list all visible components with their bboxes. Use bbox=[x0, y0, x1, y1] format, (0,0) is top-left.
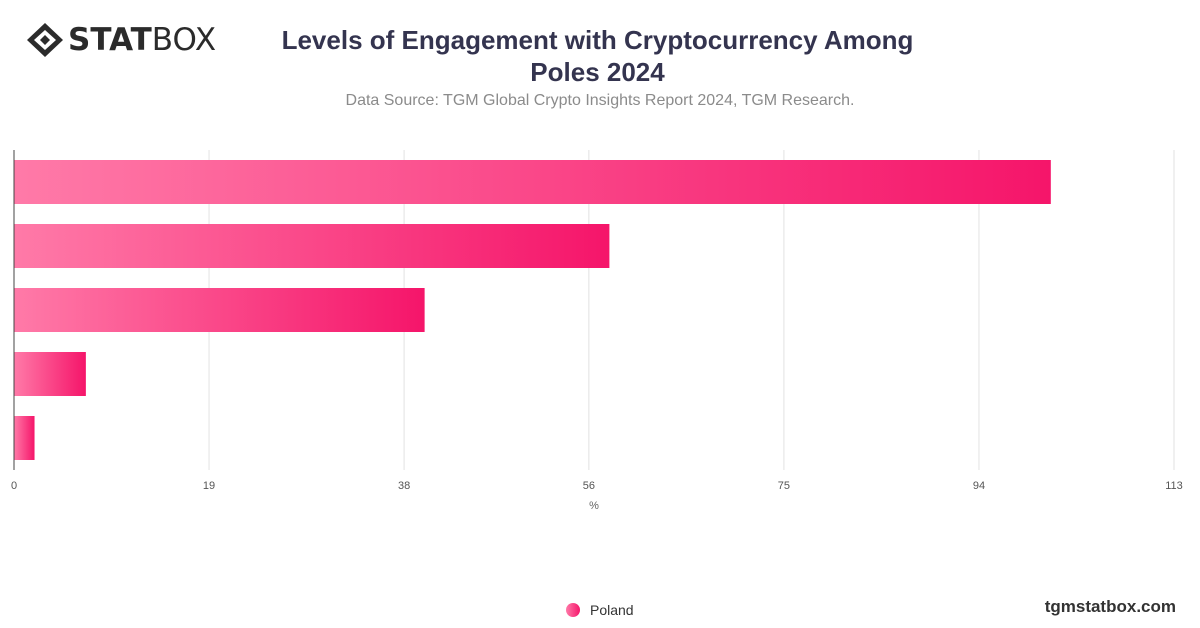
legend[interactable]: Poland bbox=[566, 602, 634, 618]
statbox-logo[interactable]: STATBOX bbox=[26, 22, 216, 58]
chart-title-line-1: Levels of Engagement with Cryptocurrency… bbox=[281, 25, 914, 55]
x-tick-label: 56 bbox=[583, 480, 595, 492]
x-tick-label: 38 bbox=[398, 480, 410, 492]
bar-poland-2[interactable] bbox=[14, 224, 610, 268]
x-tick-label: 75 bbox=[778, 480, 790, 492]
logo-light-text: BOX bbox=[151, 22, 217, 58]
bar-poland-3[interactable] bbox=[14, 288, 425, 332]
diamond-logo-icon bbox=[27, 23, 63, 57]
bar-chart: 0 19 38 56 75 94 113 % bbox=[11, 150, 1183, 512]
x-tick-label: 19 bbox=[203, 480, 215, 492]
chart-subtitle: Data Source: TGM Global Crypto Insights … bbox=[345, 92, 855, 109]
x-tick-label: 0 bbox=[11, 480, 17, 492]
chart-title-line-2: Poles 2024 bbox=[530, 57, 665, 87]
bars bbox=[14, 160, 1051, 460]
legend-label-poland: Poland bbox=[590, 602, 634, 618]
bar-poland-5[interactable] bbox=[14, 416, 35, 460]
logo-wordmark: STATBOX bbox=[68, 22, 216, 58]
logo-bold-text: STAT bbox=[68, 22, 152, 58]
bar-poland-4[interactable] bbox=[14, 352, 86, 396]
legend-swatch-poland bbox=[566, 603, 580, 617]
x-axis-label: % bbox=[589, 500, 599, 512]
site-url[interactable]: tgmstatbox.com bbox=[1044, 597, 1176, 616]
x-tick-label: 94 bbox=[973, 480, 985, 492]
bar-poland-1[interactable] bbox=[14, 160, 1051, 204]
chart-title: Levels of Engagement with Cryptocurrency… bbox=[0, 24, 1195, 88]
x-tick-label: 113 bbox=[1165, 480, 1183, 492]
x-tick-labels: 0 19 38 56 75 94 113 bbox=[11, 480, 1183, 492]
